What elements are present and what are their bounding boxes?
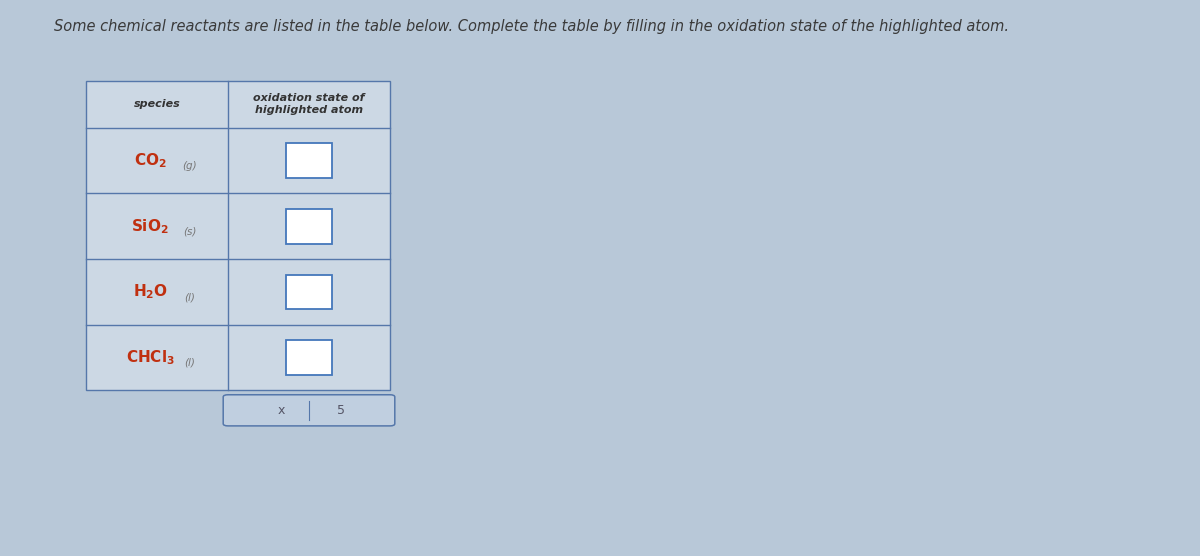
- Text: $\mathbf{CHCl_3}$: $\mathbf{CHCl_3}$: [126, 348, 175, 367]
- Text: Some chemical reactants are listed in the table below. Complete the table by fil: Some chemical reactants are listed in th…: [54, 19, 1009, 34]
- FancyBboxPatch shape: [223, 395, 395, 426]
- Bar: [287, 340, 332, 375]
- Text: 5: 5: [337, 404, 346, 417]
- Text: $\mathbf{H_2O}$: $\mathbf{H_2O}$: [132, 282, 168, 301]
- Text: oxidation state of
highlighted atom: oxidation state of highlighted atom: [253, 93, 365, 116]
- Bar: [86, 81, 390, 390]
- Text: (l): (l): [185, 292, 196, 302]
- Bar: [287, 143, 332, 178]
- Text: $\mathbf{CO_2}$: $\mathbf{CO_2}$: [133, 151, 167, 170]
- Text: (s): (s): [184, 226, 197, 236]
- Bar: [287, 209, 332, 244]
- Text: species: species: [134, 100, 180, 109]
- Text: x: x: [277, 404, 286, 417]
- Text: (g): (g): [182, 161, 197, 171]
- Bar: [287, 275, 332, 309]
- Bar: [86, 81, 390, 390]
- Text: $\mathbf{SiO_2}$: $\mathbf{SiO_2}$: [131, 217, 169, 236]
- Text: (l): (l): [185, 358, 196, 368]
